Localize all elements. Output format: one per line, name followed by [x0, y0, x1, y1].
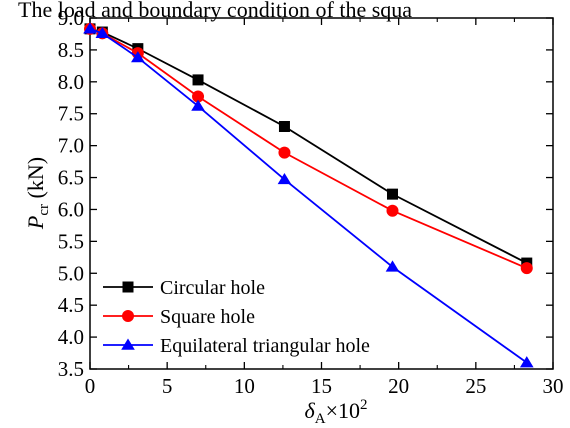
y-tick-label: 7.0	[58, 134, 84, 158]
series-group	[84, 22, 533, 275]
series-group	[83, 22, 534, 368]
y-tick-label: 5.0	[58, 261, 84, 285]
data-point	[83, 22, 97, 34]
data-point	[192, 74, 204, 86]
x-tick-label: 15	[311, 374, 332, 398]
series-layer	[83, 22, 534, 368]
data-point	[278, 146, 291, 159]
data-point	[191, 99, 205, 111]
series-line	[89, 28, 528, 269]
data-point	[385, 260, 400, 272]
x-tick-label: 5	[162, 374, 173, 398]
data-point	[386, 188, 398, 200]
y-tick-label: 4.0	[58, 325, 84, 349]
x-tick-label: 20	[388, 374, 409, 398]
data-point	[386, 204, 399, 217]
x-axis-superscript: 2	[360, 397, 368, 413]
x-tick-label: 10	[234, 374, 255, 398]
legend-marker	[122, 281, 134, 293]
y-axis-symbol: P	[23, 216, 48, 230]
legend-label: Circular hole	[160, 277, 265, 299]
x-axis-suffix: ×10	[326, 398, 360, 423]
data-point	[519, 356, 534, 368]
series-line	[89, 27, 528, 264]
legend-label: Equilateral triangular hole	[160, 335, 370, 357]
y-tick-label: 5.5	[58, 229, 84, 253]
x-axis-title: δA×102	[305, 397, 368, 427]
series-group	[84, 23, 533, 269]
legend-marker	[121, 338, 135, 350]
data-point	[131, 51, 145, 63]
x-tick-label: 0	[85, 374, 96, 398]
y-tick-label: 4.5	[58, 293, 84, 317]
y-axis-title: Pcr (kN)	[23, 157, 52, 230]
legend-marker	[122, 310, 134, 322]
y-tick-label: 3.5	[58, 357, 84, 381]
y-tick-label: 8.0	[58, 70, 84, 94]
axes: 0 5 10 15 20 25 30 3.5 4.0 4.5 5.0 5.5 6.0 6.5 7.0 7.5 8…	[58, 6, 564, 398]
y-tick-label: 8.5	[58, 38, 84, 62]
y-axis-suffix: (kN)	[23, 157, 48, 204]
y-tick-label: 6.5	[58, 166, 84, 190]
data-point	[192, 90, 205, 103]
x-tick-label: 25	[465, 374, 486, 398]
x-axis-subscript: A	[315, 411, 326, 427]
x-tick-label: 30	[543, 374, 564, 398]
y-tick-label: 9.0	[58, 6, 84, 30]
y-tick-label: 6.0	[58, 197, 84, 221]
y-tick-label: 7.5	[58, 102, 84, 126]
legend: Circular hole Square hole Equilateral tria…	[103, 277, 370, 357]
x-axis-symbol: δ	[305, 398, 316, 423]
data-point	[278, 120, 290, 132]
data-point	[95, 26, 110, 39]
data-point	[520, 262, 533, 275]
data-point	[277, 172, 292, 185]
legend-label: Square hole	[160, 306, 255, 328]
y-axis-subscript: cr	[36, 204, 52, 216]
clipped-figure-title: The load and boundary condition of the s…	[18, 0, 412, 22]
series-line	[89, 28, 528, 364]
